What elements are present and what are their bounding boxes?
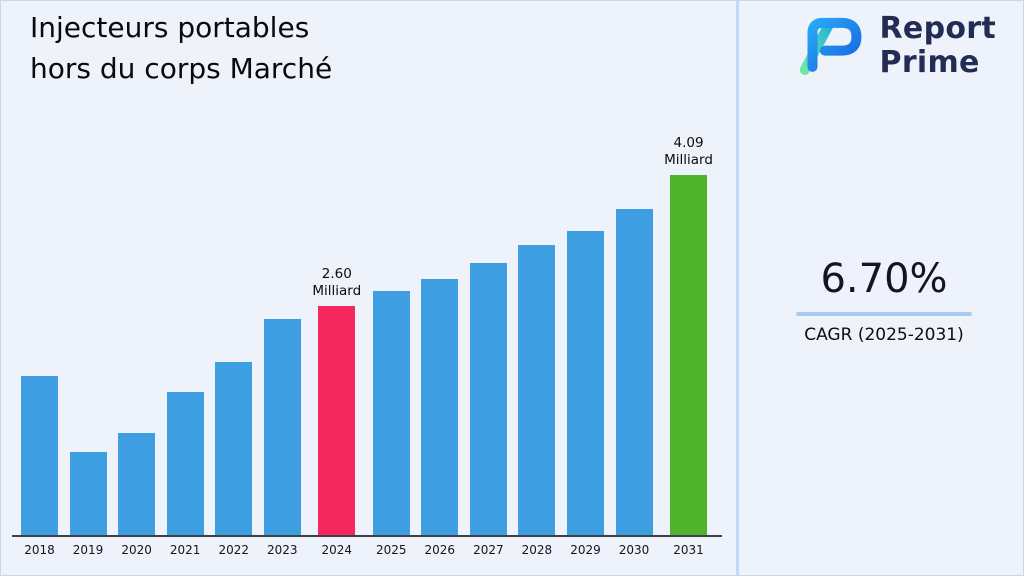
bar-annotation-2024: 2.60 Milliard (312, 265, 362, 300)
bar-group-2023: 2023 (263, 319, 301, 557)
bar-group-2020: 2020 (118, 433, 156, 557)
bar-annotation-2031: 4.09 Milliard (664, 134, 713, 169)
page-title-line1: Injecteurs portables (30, 11, 310, 44)
x-tick-2018: 2018 (24, 543, 55, 557)
bar-2026 (421, 279, 459, 535)
bar-2019 (69, 452, 107, 535)
bar-2023 (263, 319, 301, 535)
bar-2031 (670, 175, 708, 535)
brand-logo: Report Prime (794, 12, 996, 79)
x-tick-2027: 2027 (473, 543, 504, 557)
bar-group-2029: 2029 (567, 231, 604, 557)
cagr-panel: 6.70% CAGR (2025-2031) (794, 256, 974, 345)
brand-word-report: Report (879, 11, 996, 46)
brand-word-prime: Prime (879, 44, 980, 80)
bar-group-2018: 2018 (21, 376, 58, 557)
bar-group-2021: 2021 (166, 392, 204, 557)
bar-group-2022: 2022 (215, 362, 253, 557)
x-tick-2028: 2028 (521, 543, 553, 557)
bar-group-2028: 2028 (518, 245, 556, 557)
bar-group-2025: 2025 (372, 291, 410, 557)
bar-2018 (21, 376, 58, 535)
x-tick-2023: 2023 (267, 543, 298, 557)
bar-2025 (372, 291, 410, 535)
cagr-underline (796, 312, 972, 316)
brand-wordmark: Report Prime (880, 12, 996, 79)
x-tick-2024: 2024 (321, 543, 353, 557)
x-tick-2031: 2031 (673, 543, 704, 557)
x-tick-2029: 2029 (570, 543, 601, 557)
report-prime-logo-icon (799, 17, 861, 75)
bar-2020 (118, 433, 156, 535)
vertical-divider (736, 0, 739, 576)
cagr-label: CAGR (2025-2031) (804, 325, 964, 345)
x-tick-2019: 2019 (72, 543, 104, 557)
page-title-line2: hors du corps Marché (30, 51, 333, 85)
bar-group-2031: 4.09 Milliard 2031 (664, 134, 713, 557)
bar-group-2019: 2019 (69, 452, 107, 557)
bar-group-2030: 2030 (615, 209, 653, 557)
x-tick-2030: 2030 (618, 543, 650, 557)
x-tick-2025: 2025 (375, 543, 407, 557)
x-tick-2026: 2026 (424, 543, 456, 557)
x-tick-2022: 2022 (218, 543, 250, 557)
bar-group-2024: 2.60 Milliard 2024 (312, 265, 362, 557)
bar-2021 (166, 392, 204, 535)
bar-group-2027: 2027 (469, 263, 507, 557)
bar-chart: 2018 2019 2020 2021 2022 2023 2.60 Milliard 2024… (12, 135, 722, 557)
page-title: Injecteurs portables hors du corps March… (30, 8, 332, 89)
bar-2029 (567, 231, 604, 535)
x-tick-2021: 2021 (169, 543, 201, 557)
bar-2022 (215, 362, 253, 535)
bar-2027 (469, 263, 507, 535)
bar-2024 (318, 306, 356, 535)
x-tick-2020: 2020 (121, 543, 152, 557)
bar-group-2026: 2026 (421, 279, 459, 557)
cagr-value: 6.70% (820, 256, 948, 302)
bar-2028 (518, 245, 556, 535)
bar-2030 (615, 209, 653, 535)
